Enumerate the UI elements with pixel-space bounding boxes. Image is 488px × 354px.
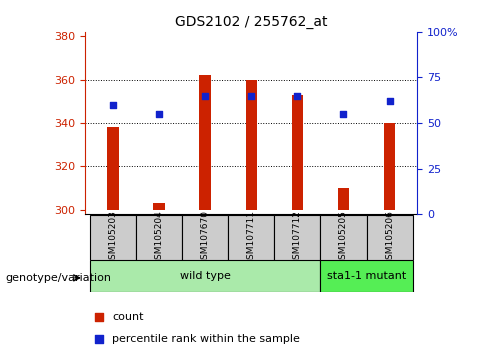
Text: GSM105203: GSM105203: [108, 210, 118, 265]
Text: GSM105204: GSM105204: [155, 210, 163, 265]
Point: [109, 102, 117, 108]
Bar: [182, 215, 228, 260]
Bar: [245, 80, 257, 210]
Text: GSM107712: GSM107712: [293, 210, 302, 265]
Point: [202, 93, 209, 98]
Bar: [274, 215, 321, 260]
Bar: [338, 188, 349, 210]
Point: [293, 93, 301, 98]
Bar: [384, 123, 395, 210]
Point: [247, 93, 255, 98]
Text: genotype/variation: genotype/variation: [5, 273, 111, 283]
Bar: [366, 215, 413, 260]
Text: GSM107670: GSM107670: [201, 210, 210, 265]
Bar: [90, 260, 321, 292]
Text: GSM105206: GSM105206: [385, 210, 394, 265]
Text: wild type: wild type: [180, 271, 231, 281]
Bar: [90, 215, 136, 260]
Point: [155, 111, 163, 117]
Point: [95, 336, 102, 342]
Text: GSM105205: GSM105205: [339, 210, 348, 265]
Text: count: count: [112, 312, 143, 322]
Bar: [321, 215, 366, 260]
Bar: [153, 203, 165, 210]
Text: GSM107711: GSM107711: [247, 210, 256, 265]
Bar: [107, 127, 119, 210]
Bar: [200, 75, 211, 210]
Bar: [321, 260, 413, 292]
Text: sta1-1 mutant: sta1-1 mutant: [327, 271, 406, 281]
Bar: [136, 215, 182, 260]
Bar: [292, 95, 303, 210]
Point: [340, 111, 347, 117]
Point: [386, 98, 393, 104]
Bar: [228, 215, 274, 260]
Text: percentile rank within the sample: percentile rank within the sample: [112, 334, 300, 344]
Title: GDS2102 / 255762_at: GDS2102 / 255762_at: [175, 16, 327, 29]
Point: [95, 314, 102, 320]
